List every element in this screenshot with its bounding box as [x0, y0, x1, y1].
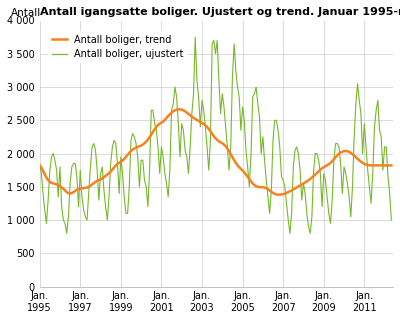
Text: Antall: Antall [12, 8, 42, 18]
Legend: Antall boliger, trend, Antall boliger, ujustert: Antall boliger, trend, Antall boliger, u… [48, 31, 188, 63]
Text: Antall igangsatte boliger. Ujustert og trend. Januar 1995-mars 2012: Antall igangsatte boliger. Ujustert og t… [40, 7, 400, 17]
